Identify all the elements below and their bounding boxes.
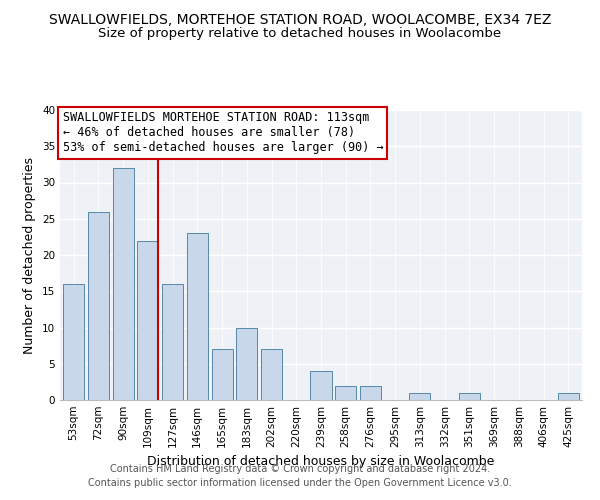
Bar: [162, 284, 183, 400]
Bar: [261, 349, 282, 400]
Text: Contains HM Land Registry data © Crown copyright and database right 2024.
Contai: Contains HM Land Registry data © Crown c…: [88, 464, 512, 487]
Bar: [310, 371, 332, 400]
Bar: [558, 393, 579, 400]
Text: SWALLOWFIELDS, MORTEHOE STATION ROAD, WOOLACOMBE, EX34 7EZ: SWALLOWFIELDS, MORTEHOE STATION ROAD, WO…: [49, 12, 551, 26]
Bar: [88, 212, 109, 400]
Bar: [113, 168, 134, 400]
Bar: [360, 386, 381, 400]
Bar: [335, 386, 356, 400]
Bar: [236, 328, 257, 400]
Text: SWALLOWFIELDS MORTEHOE STATION ROAD: 113sqm
← 46% of detached houses are smaller: SWALLOWFIELDS MORTEHOE STATION ROAD: 113…: [62, 112, 383, 154]
Bar: [137, 240, 158, 400]
Bar: [409, 393, 430, 400]
Text: Size of property relative to detached houses in Woolacombe: Size of property relative to detached ho…: [98, 28, 502, 40]
X-axis label: Distribution of detached houses by size in Woolacombe: Distribution of detached houses by size …: [148, 456, 494, 468]
Bar: [63, 284, 84, 400]
Y-axis label: Number of detached properties: Number of detached properties: [23, 156, 37, 354]
Bar: [212, 349, 233, 400]
Bar: [187, 233, 208, 400]
Bar: [459, 393, 480, 400]
